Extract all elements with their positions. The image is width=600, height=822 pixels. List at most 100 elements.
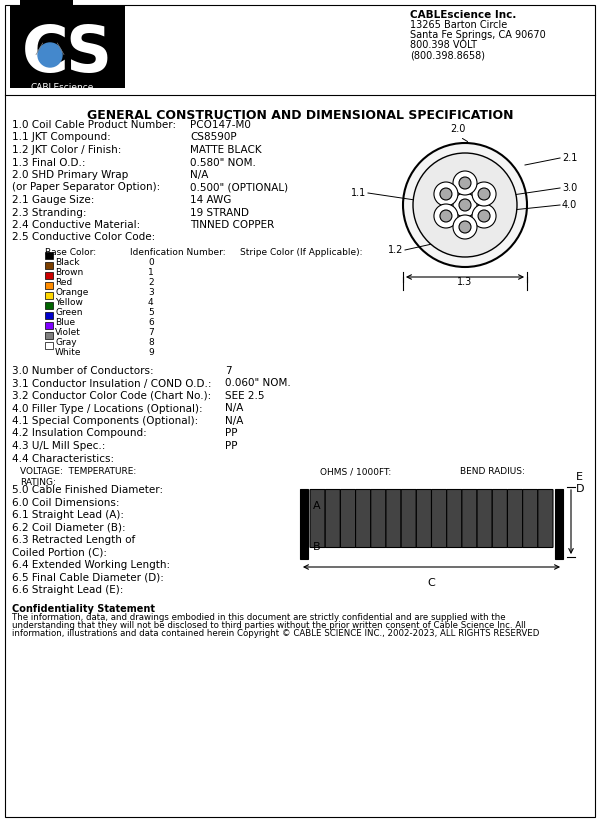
Text: Idenfication Number:: Idenfication Number: <box>130 248 226 257</box>
Circle shape <box>459 221 471 233</box>
Circle shape <box>403 143 527 267</box>
Text: C: C <box>428 578 436 588</box>
Circle shape <box>459 177 471 189</box>
Text: Confidentiality Statement: Confidentiality Statement <box>12 603 155 613</box>
Bar <box>45 342 53 349</box>
Text: Red: Red <box>55 278 72 287</box>
Text: 6.5 Final Cable Diameter (D):: 6.5 Final Cable Diameter (D): <box>12 572 164 583</box>
Bar <box>555 489 563 559</box>
Text: Yellow: Yellow <box>55 298 83 307</box>
Text: 6.6 Straight Lead (E):: 6.6 Straight Lead (E): <box>12 585 124 595</box>
Text: 6.2 Coil Diameter (B):: 6.2 Coil Diameter (B): <box>12 523 125 533</box>
Text: 2.0: 2.0 <box>451 124 466 134</box>
Text: C: C <box>22 23 69 85</box>
Text: 1.3: 1.3 <box>457 277 473 287</box>
Text: TINNED COPPER: TINNED COPPER <box>190 220 274 230</box>
Text: CABLEscience: CABLEscience <box>31 83 94 92</box>
Text: PP: PP <box>225 428 238 438</box>
Text: 4.1 Special Components (Optional):: 4.1 Special Components (Optional): <box>12 416 198 426</box>
Text: 1.2: 1.2 <box>388 245 403 255</box>
Text: Black: Black <box>55 258 79 267</box>
Text: 6.1 Straight Lead (A):: 6.1 Straight Lead (A): <box>12 510 124 520</box>
Text: C: C <box>20 0 73 57</box>
Text: 1.3 Final O.D.:: 1.3 Final O.D.: <box>12 158 86 168</box>
Text: Orange: Orange <box>55 288 88 297</box>
Text: The information, data, and drawings embodied in this document are strictly confi: The information, data, and drawings embo… <box>12 612 506 621</box>
Text: 14 AWG: 14 AWG <box>190 195 232 205</box>
Text: 19 STRAND: 19 STRAND <box>190 207 249 218</box>
Text: 1.2 JKT Color / Finish:: 1.2 JKT Color / Finish: <box>12 145 121 155</box>
Text: 9: 9 <box>148 348 154 357</box>
Bar <box>45 292 53 299</box>
Text: 4.0: 4.0 <box>562 200 577 210</box>
Text: Violet: Violet <box>55 328 81 337</box>
Text: MATTE BLACK: MATTE BLACK <box>190 145 262 155</box>
Text: (or Paper Separator Option):: (or Paper Separator Option): <box>12 182 160 192</box>
Circle shape <box>434 182 458 206</box>
Text: RATING:: RATING: <box>20 478 56 487</box>
Text: White: White <box>55 348 82 357</box>
Circle shape <box>478 188 490 200</box>
FancyBboxPatch shape <box>310 489 325 547</box>
Circle shape <box>459 199 471 211</box>
Text: 7: 7 <box>225 366 232 376</box>
Text: 6.4 Extended Working Length:: 6.4 Extended Working Length: <box>12 560 170 570</box>
Text: Santa Fe Springs, CA 90670: Santa Fe Springs, CA 90670 <box>410 30 546 40</box>
Circle shape <box>38 43 62 67</box>
Text: 4.3 U/L Mill Spec.:: 4.3 U/L Mill Spec.: <box>12 441 106 451</box>
Text: understanding that they will not be disclosed to third parties without the prior: understanding that they will not be disc… <box>12 621 526 630</box>
Text: 5: 5 <box>148 308 154 317</box>
Text: Coiled Portion (C):: Coiled Portion (C): <box>12 547 107 557</box>
Text: E: E <box>576 472 583 482</box>
Circle shape <box>472 204 496 228</box>
Text: 3.2 Conductor Color Code (Chart No.):: 3.2 Conductor Color Code (Chart No.): <box>12 391 211 401</box>
Text: N/A: N/A <box>225 416 244 426</box>
Text: (800.398.8658): (800.398.8658) <box>410 50 485 60</box>
Circle shape <box>478 210 490 222</box>
Bar <box>10 5 125 88</box>
Text: 7: 7 <box>148 328 154 337</box>
FancyBboxPatch shape <box>492 489 508 547</box>
Bar <box>45 272 53 279</box>
Text: 4: 4 <box>148 298 154 307</box>
Text: 0.500" (OPTIONAL): 0.500" (OPTIONAL) <box>190 182 288 192</box>
Text: 3: 3 <box>148 288 154 297</box>
FancyBboxPatch shape <box>508 489 523 547</box>
Text: PP: PP <box>225 441 238 451</box>
Text: 2: 2 <box>148 278 154 287</box>
Text: 0.580" NOM.: 0.580" NOM. <box>190 158 256 168</box>
Text: 3.1 Conductor Insulation / COND O.D.:: 3.1 Conductor Insulation / COND O.D.: <box>12 378 212 389</box>
Text: 2.3 Stranding:: 2.3 Stranding: <box>12 207 86 218</box>
Text: 4.4 Characteristics:: 4.4 Characteristics: <box>12 454 114 464</box>
Text: 0.060" NOM.: 0.060" NOM. <box>225 378 291 389</box>
Circle shape <box>434 204 458 228</box>
FancyBboxPatch shape <box>386 489 401 547</box>
Text: 2.5 Conductive Color Code:: 2.5 Conductive Color Code: <box>12 233 155 242</box>
Text: N/A: N/A <box>190 170 208 180</box>
Text: S: S <box>65 23 111 85</box>
Text: 5.0 Cable Finished Diameter:: 5.0 Cable Finished Diameter: <box>12 485 163 495</box>
Text: Green: Green <box>55 308 83 317</box>
Text: 6.0 Coil Dimensions:: 6.0 Coil Dimensions: <box>12 497 119 507</box>
Text: Base Color:: Base Color: <box>45 248 96 257</box>
Text: 3.0 Number of Conductors:: 3.0 Number of Conductors: <box>12 366 154 376</box>
Text: 0: 0 <box>148 258 154 267</box>
Text: PCO147-M0: PCO147-M0 <box>190 120 251 130</box>
FancyBboxPatch shape <box>523 489 538 547</box>
Text: D: D <box>576 484 584 494</box>
Text: 8: 8 <box>148 338 154 347</box>
Bar <box>45 282 53 289</box>
FancyBboxPatch shape <box>431 489 446 547</box>
Text: Brown: Brown <box>55 268 83 277</box>
Bar <box>45 332 53 339</box>
Text: Gray: Gray <box>55 338 77 347</box>
Text: 6.3 Retracted Length of: 6.3 Retracted Length of <box>12 535 135 545</box>
Text: 2.4 Conductive Material:: 2.4 Conductive Material: <box>12 220 140 230</box>
Text: BEND RADIUS:: BEND RADIUS: <box>460 467 525 476</box>
FancyBboxPatch shape <box>371 489 386 547</box>
Bar <box>300 489 308 559</box>
FancyBboxPatch shape <box>446 489 462 547</box>
Text: B: B <box>313 542 320 552</box>
FancyBboxPatch shape <box>325 489 340 547</box>
Circle shape <box>453 171 477 195</box>
